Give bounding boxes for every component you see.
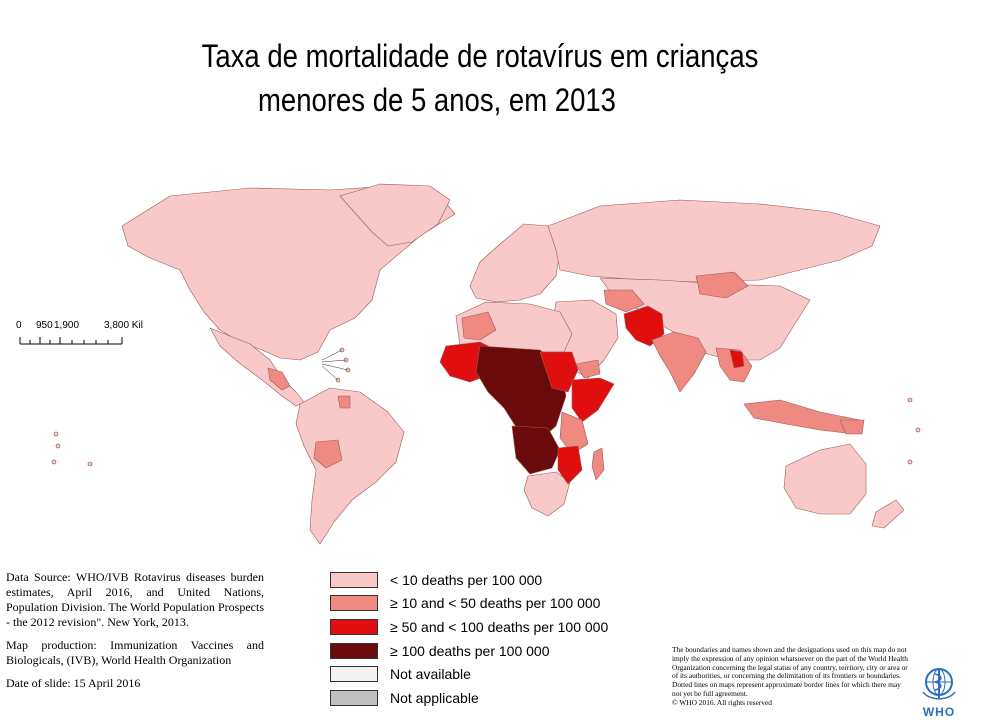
region-guyana <box>337 395 351 409</box>
legend-label: ≥ 100 deaths per 100 000 <box>390 642 550 659</box>
region-sudan <box>539 351 579 393</box>
world-map <box>51 183 921 545</box>
island-leader-line <box>321 359 347 363</box>
region-central-asia <box>603 289 645 313</box>
region-mongolia <box>695 271 749 299</box>
island-marker <box>55 443 61 449</box>
legend-item: < 10 deaths per 100 000 <box>330 568 608 592</box>
region-yemen <box>575 359 601 379</box>
legend-item: Not applicable <box>330 686 608 710</box>
legend-label: ≥ 10 and < 50 deaths per 100 000 <box>390 595 601 612</box>
island-marker <box>51 459 57 465</box>
legend-item: ≥ 50 and < 100 deaths per 100 000 <box>330 615 608 639</box>
region-horn-of-africa <box>571 377 615 423</box>
who-logo-label: WHO <box>922 705 956 719</box>
who-logo: WHO <box>915 666 963 719</box>
legend-swatch <box>330 689 378 706</box>
legend-swatch <box>330 666 378 683</box>
scale-label-3800: 3,800 Kil <box>104 320 143 331</box>
island-leader-line <box>321 363 349 371</box>
legend-item: ≥ 10 and < 50 deaths per 100 000 <box>330 592 608 616</box>
legend-label: Not applicable <box>390 689 479 706</box>
legend-item: Not available <box>330 662 608 686</box>
legend-swatch <box>330 618 378 635</box>
copyright-text: © WHO 2016. All rights reserved <box>672 697 772 707</box>
region-mozambique <box>557 445 583 485</box>
who-emblem-icon <box>922 668 956 700</box>
title-line-2: menores de 5 anos, em 2013 <box>257 82 616 118</box>
scale-bar-ruler <box>19 337 123 345</box>
region-madagascar <box>591 447 605 481</box>
island-marker <box>907 459 913 465</box>
region-west-africa-mid <box>461 311 497 341</box>
region-russia-north-asia <box>547 199 881 283</box>
data-source-text: Data Source: WHO/IVB Rotavirus diseases … <box>6 570 264 629</box>
scale-bar: 0 950 1,900 3,800 Kil <box>16 320 156 351</box>
region-indonesia <box>743 399 861 435</box>
region-laos <box>729 349 745 369</box>
island-marker <box>907 397 913 403</box>
map-production-text: Map production: Immunization Vaccines an… <box>6 638 264 667</box>
region-east-africa <box>559 411 589 455</box>
region-greenland <box>339 183 451 247</box>
map-legend: < 10 deaths per 100 000 ≥ 10 and < 50 dea… <box>330 568 608 710</box>
legend-swatch <box>330 642 378 659</box>
region-papua-new-guinea <box>839 419 865 435</box>
data-source-block: Data Source: WHO/IVB Rotavirus diseases … <box>6 570 264 699</box>
region-bolivia <box>313 439 343 469</box>
island-marker <box>87 461 93 467</box>
scale-label-1900: 1,900 <box>54 320 80 331</box>
region-australia <box>783 443 867 515</box>
region-india <box>651 331 707 393</box>
scale-label-950: 950 <box>36 320 53 331</box>
date-of-slide-text: Date of slide: 15 April 2016 <box>6 676 141 690</box>
island-marker <box>53 431 59 437</box>
legend-item: ≥ 100 deaths per 100 000 <box>330 639 608 663</box>
legend-label: Not available <box>390 666 471 683</box>
island-leader-line <box>321 365 339 381</box>
scale-label-0: 0 <box>16 320 22 331</box>
legend-label: < 10 deaths per 100 000 <box>390 571 543 588</box>
region-new-zealand <box>871 499 905 529</box>
region-central-america-mid <box>267 367 291 391</box>
region-congo-basin <box>511 425 561 475</box>
map-title: Taxa de mortalidade de rotavírus em cria… <box>170 34 789 122</box>
island-marker <box>915 427 921 433</box>
legend-swatch <box>330 595 378 612</box>
region-europe <box>469 223 561 303</box>
legend-label: ≥ 50 and < 100 deaths per 100 000 <box>390 618 609 635</box>
region-southern-africa <box>523 471 571 517</box>
region-south-america <box>295 387 405 545</box>
legend-swatch <box>330 571 378 588</box>
island-leader-line <box>321 349 343 361</box>
disclaimer-text: The boundaries and names shown and the d… <box>672 645 908 698</box>
disclaimer-block: The boundaries and names shown and the d… <box>672 645 910 708</box>
title-line-1: Taxa de mortalidade de rotavírus em cria… <box>201 38 759 74</box>
